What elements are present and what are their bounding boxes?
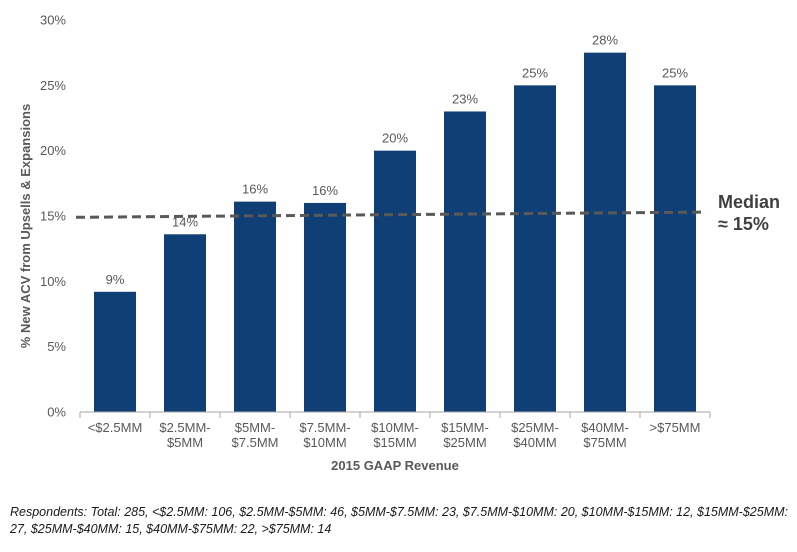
- y-axis-title: % New ACV from Upsells & Expansions: [18, 104, 33, 348]
- bar: [374, 150, 416, 412]
- bar-data-label: 14%: [172, 214, 198, 229]
- y-tick-label: 0%: [47, 405, 66, 420]
- x-axis-ticks: <$2.5MM $2.5MM-$5MM $5MM-$7.5MM $7.5MM-$10M…: [79, 412, 711, 450]
- bar: [164, 234, 206, 412]
- y-tick-label: 30%: [40, 13, 66, 28]
- y-tick-label: 10%: [40, 274, 66, 289]
- y-tick-label: 5%: [47, 339, 66, 354]
- bar-data-label: 23%: [452, 91, 478, 106]
- y-tick-label: 20%: [40, 143, 66, 158]
- bar: [584, 52, 626, 413]
- x-tick-label: $2.5MM-$5MM: [159, 420, 210, 450]
- bar-data-label: 25%: [662, 65, 688, 80]
- x-tick-label: $5MM-$7.5MM: [232, 420, 279, 450]
- bar-data-label: 16%: [312, 183, 338, 198]
- median-line: [75, 210, 707, 219]
- x-tick-label: $25MM-$40MM: [511, 420, 559, 450]
- bar-data-label: 25%: [522, 65, 548, 80]
- x-tick-label: $10MM-$15MM: [371, 420, 419, 450]
- bar-data-label: 20%: [382, 131, 408, 146]
- y-tick-label: 25%: [40, 78, 66, 93]
- bar-data-labels: 9% 14% 16% 16% 20% 23% 25% 28% 25%: [106, 33, 689, 287]
- x-tick-label: $7.5MM-$10MM: [299, 420, 350, 450]
- bar: [654, 85, 696, 412]
- x-axis-title: 2015 GAAP Revenue: [331, 458, 459, 473]
- x-tick-label: $15MM-$25MM: [441, 420, 489, 450]
- x-tick-label: <$2.5MM: [88, 420, 143, 435]
- bar: [444, 111, 486, 412]
- bar-chart: 0% 5% 10% 15% 20% 25% 30% 9% 14% 16% 16% 20% 23% 25%…: [18, 13, 780, 474]
- bar: [514, 85, 556, 412]
- bar: [234, 201, 276, 412]
- y-tick-label: 15%: [40, 209, 66, 224]
- y-axis-ticks: 0% 5% 10% 15% 20% 25% 30%: [40, 13, 66, 420]
- x-tick-label: $40MM-$75MM: [581, 420, 629, 450]
- bar-data-label: 16%: [242, 182, 268, 197]
- bars: [94, 52, 696, 413]
- bar: [94, 291, 136, 412]
- x-tick-label: >$75MM: [650, 420, 701, 435]
- respondents-footnote: Respondents: Total: 285, <$2.5MM: 106, $…: [10, 505, 788, 536]
- bar-data-label: 28%: [592, 33, 618, 48]
- median-label: Median ≈ 15%: [718, 192, 780, 234]
- bar-data-label: 9%: [106, 272, 125, 287]
- bar: [304, 202, 346, 412]
